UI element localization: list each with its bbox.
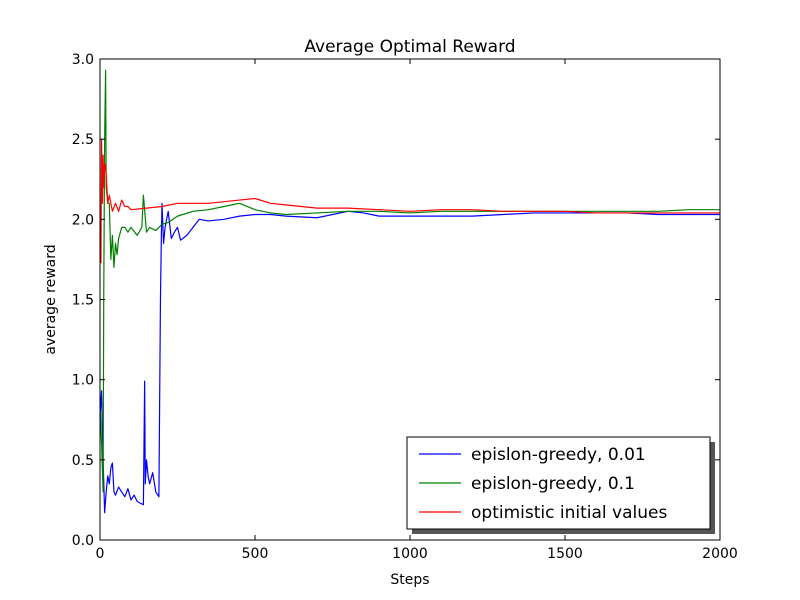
series-line-2 xyxy=(100,69,720,493)
x-tick-label: 500 xyxy=(242,546,269,562)
y-tick-label: 1.5 xyxy=(72,293,94,309)
y-tick-label: 3.0 xyxy=(72,52,94,68)
legend-label: epislon-greedy, 0.1 xyxy=(471,474,635,494)
ticks-layer: 0 500 1000 1500 2000 0.0 0.5 1.0 1.5 2.0 2.5 3.0 xyxy=(72,52,738,562)
chart-title: Average Optimal Reward xyxy=(304,37,515,57)
legend-label: optimistic initial values xyxy=(471,503,667,523)
series-line-3 xyxy=(100,138,720,264)
x-tick-label: 0 xyxy=(96,546,105,562)
y-tick-label: 2.0 xyxy=(72,212,94,228)
x-tick-label: 1000 xyxy=(392,546,428,562)
y-axis-label: average reward xyxy=(43,244,59,354)
y-tick-label: 2.5 xyxy=(72,132,94,148)
legend-entries: epislon-greedy, 0.01 epislon-greedy, 0.1 o… xyxy=(419,445,667,523)
y-tick-label: 0.0 xyxy=(72,533,94,549)
y-tick-label: 1.0 xyxy=(72,373,94,389)
x-tick-label: 2000 xyxy=(702,546,738,562)
legend-label: epislon-greedy, 0.01 xyxy=(471,445,646,465)
legend: epislon-greedy, 0.01 epislon-greedy, 0.1 o… xyxy=(406,436,715,534)
series-layer xyxy=(100,69,720,514)
x-axis-label: Steps xyxy=(390,572,429,588)
y-tick-label: 0.5 xyxy=(72,453,94,469)
x-tick-label: 1500 xyxy=(547,546,583,562)
